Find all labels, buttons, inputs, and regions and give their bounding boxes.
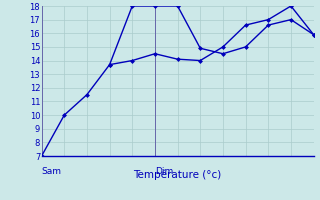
X-axis label: Température (°c): Température (°c) [133, 170, 222, 180]
Text: Sam: Sam [42, 167, 61, 176]
Text: Dim: Dim [155, 167, 173, 176]
